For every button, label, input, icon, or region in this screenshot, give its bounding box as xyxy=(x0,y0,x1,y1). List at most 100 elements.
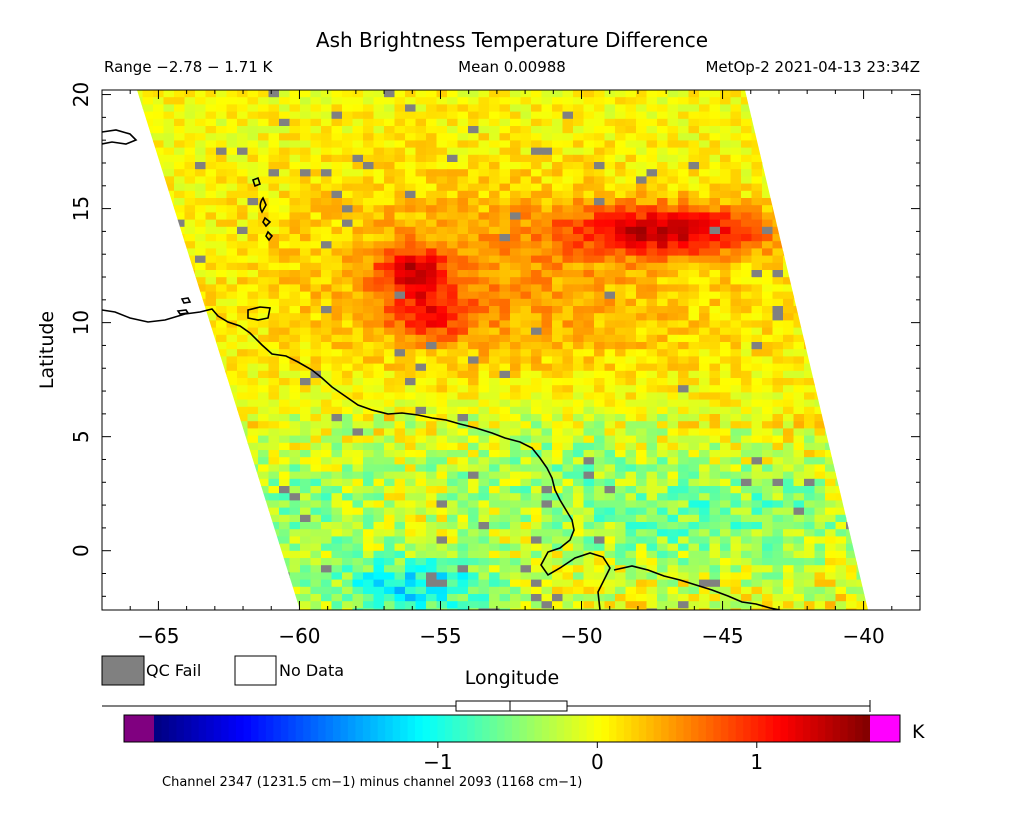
swath-pixel xyxy=(793,327,805,336)
swath-pixel xyxy=(615,212,626,221)
swath-pixel xyxy=(562,356,574,365)
swath-pixel xyxy=(920,162,931,170)
swath-pixel xyxy=(552,284,563,293)
swath-pixel xyxy=(342,320,353,329)
swath-pixel xyxy=(195,111,206,120)
swath-pixel xyxy=(489,392,500,401)
swath-pixel xyxy=(583,486,595,494)
swath-pixel xyxy=(520,140,532,149)
swath-pixel xyxy=(520,385,532,393)
swath-pixel xyxy=(741,529,752,537)
swath-pixel xyxy=(920,292,931,300)
swath-pixel xyxy=(793,342,805,350)
swath-pixel xyxy=(363,212,374,221)
swath-pixel xyxy=(478,435,490,444)
swath-pixel xyxy=(384,392,395,401)
swath-pixel xyxy=(426,327,437,336)
swath-pixel xyxy=(562,428,574,437)
swath-pixel xyxy=(195,248,206,257)
swath-pixel xyxy=(730,493,742,501)
swath-pixel xyxy=(331,514,343,523)
swath-pixel xyxy=(583,306,595,314)
swath-pixel xyxy=(258,90,269,98)
swath-pixel xyxy=(720,270,731,278)
swath-pixel xyxy=(646,234,658,242)
swath-pixel xyxy=(499,97,511,105)
swath-pixel xyxy=(226,183,238,192)
swath-pixel xyxy=(268,154,280,163)
swath-pixel xyxy=(814,471,826,480)
swath-pixel xyxy=(489,342,500,350)
swath-pixel xyxy=(321,385,332,393)
swath-pixel xyxy=(436,471,448,480)
swath-pixel xyxy=(373,126,385,134)
swath-pixel xyxy=(594,219,605,228)
swath-pixel xyxy=(300,140,311,149)
swath-pixel xyxy=(405,291,416,300)
swath-pixel xyxy=(394,255,406,264)
swath-pixel xyxy=(646,363,658,372)
swath-pixel xyxy=(310,392,322,401)
swath-pixel xyxy=(415,522,427,530)
swath-pixel xyxy=(415,442,427,451)
swath-pixel xyxy=(415,464,427,473)
swath-pixel xyxy=(279,104,290,113)
swath-pixel xyxy=(594,471,605,480)
swath-pixel xyxy=(258,414,269,422)
swath-pixel xyxy=(289,183,301,192)
swath-pixel xyxy=(489,118,500,127)
swath-pixel xyxy=(772,428,784,437)
swath-pixel xyxy=(489,104,500,113)
swath-pixel xyxy=(247,356,259,365)
swath-pixel xyxy=(363,248,374,257)
swath-pixel xyxy=(447,334,458,343)
swath-pixel xyxy=(709,212,721,221)
swath-pixel xyxy=(331,543,343,552)
swath-pixel xyxy=(510,118,521,127)
swath-pixel xyxy=(426,198,437,206)
swath-pixel xyxy=(436,536,448,545)
swath-pixel xyxy=(279,154,290,163)
swath-pixel xyxy=(426,507,437,516)
swath-pixel xyxy=(625,306,637,314)
swath-pixel xyxy=(562,284,574,293)
swath-pixel xyxy=(604,241,616,249)
swath-pixel xyxy=(636,277,647,285)
swath-pixel xyxy=(426,514,437,523)
swath-pixel xyxy=(436,248,448,257)
swath-pixel xyxy=(373,183,385,192)
swath-pixel xyxy=(510,558,521,566)
swath-pixel xyxy=(373,205,385,213)
swath-pixel xyxy=(510,550,521,559)
swath-pixel xyxy=(331,378,343,386)
swath-pixel xyxy=(762,471,773,480)
swath-pixel xyxy=(195,90,206,98)
swath-pixel xyxy=(489,190,500,199)
swath-pixel xyxy=(405,190,416,199)
swath-pixel xyxy=(163,169,175,177)
swath-pixel xyxy=(499,478,511,487)
swath-pixel xyxy=(646,349,658,357)
swath-pixel xyxy=(751,241,763,249)
swath-pixel xyxy=(426,183,437,192)
swath-pixel xyxy=(373,97,385,105)
swath-pixel xyxy=(394,522,406,530)
swath-pixel xyxy=(373,104,385,113)
swath-pixel xyxy=(310,536,322,545)
swath-pixel xyxy=(205,298,217,307)
swath-pixel xyxy=(573,356,584,365)
swath-pixel xyxy=(300,133,311,141)
swath-pixel xyxy=(300,543,311,552)
swath-pixel xyxy=(625,392,637,401)
swath-pixel xyxy=(415,399,427,408)
swath-pixel xyxy=(604,486,616,494)
swath-pixel xyxy=(436,428,448,437)
swath-pixel xyxy=(226,306,238,314)
swath-pixel xyxy=(573,442,584,451)
swath-pixel xyxy=(562,169,574,177)
swath-pixel xyxy=(384,421,395,429)
swath-pixel xyxy=(415,370,427,379)
swath-pixel xyxy=(615,154,626,163)
swath-pixel xyxy=(709,241,721,249)
swath-pixel xyxy=(363,291,374,300)
